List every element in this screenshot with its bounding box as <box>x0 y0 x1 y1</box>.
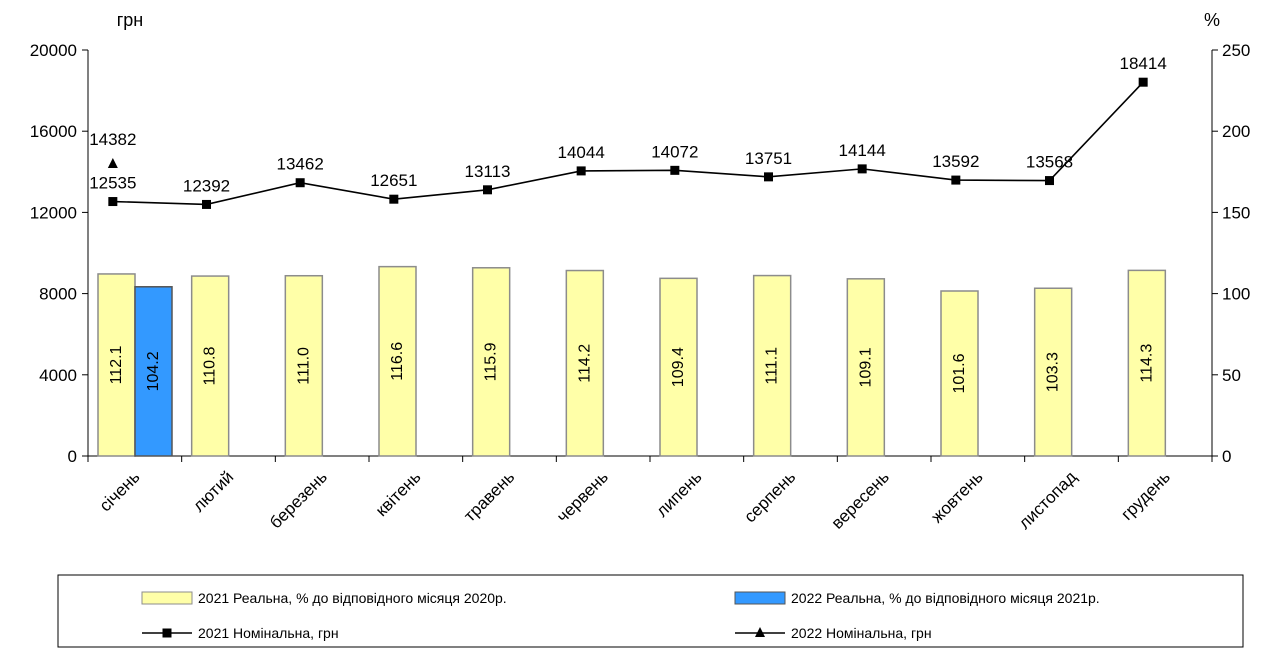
line-2021-label: 12535 <box>89 174 136 193</box>
month-label: березень <box>266 467 331 532</box>
marker-2021 <box>1045 176 1054 186</box>
legend-label: 2022 Номінальна, грн <box>791 625 932 641</box>
month-label: травень <box>460 467 518 525</box>
line-2021-label: 13462 <box>277 155 324 174</box>
legend: 2021 Реальна, % до відповідного місяця 2… <box>57 574 1244 648</box>
line-2021-label: 14044 <box>558 143 605 162</box>
right-tick-label: 250 <box>1222 41 1250 60</box>
month-label: квітень <box>372 467 425 520</box>
bar-2021 <box>471 267 511 457</box>
left-tick-label: 20000 <box>30 41 77 60</box>
marker-2021 <box>202 199 211 209</box>
line-2022-label: 14382 <box>89 130 136 149</box>
lines <box>107 77 1148 209</box>
month-label: листопад <box>1015 467 1080 532</box>
left-tick-label: 0 <box>68 447 77 466</box>
month-label: лютий <box>189 467 237 515</box>
bar-2021-label: 114.2 <box>576 344 593 383</box>
bar-2021 <box>846 278 886 457</box>
right-tick-label: 100 <box>1222 285 1250 304</box>
marker-2022 <box>107 158 118 169</box>
left-tick-label: 4000 <box>39 366 77 385</box>
marker-2021 <box>108 197 118 207</box>
marker-2021 <box>389 194 399 204</box>
line-2021 <box>112 81 1144 206</box>
legend-swatch <box>141 591 193 605</box>
month-label: липень <box>652 467 705 520</box>
bar-2021 <box>378 265 417 457</box>
right-tick-label: 150 <box>1222 203 1250 222</box>
left-tick-label: 12000 <box>30 203 77 222</box>
legend-marker <box>755 627 765 637</box>
right-tick-label: 50 <box>1222 366 1241 385</box>
bar-2021 <box>659 277 698 457</box>
legend-box <box>57 574 1244 648</box>
legend-swatch <box>734 591 786 605</box>
marker-2021 <box>670 165 680 175</box>
marker-2021 <box>764 172 773 182</box>
marker-2021 <box>857 164 867 174</box>
bar-2021-label: 110.8 <box>202 347 219 386</box>
bar-2021 <box>190 275 230 457</box>
bar-2021-label: 114.3 <box>1138 344 1155 383</box>
month-label: червень <box>553 467 612 526</box>
line-2021-label: 14144 <box>839 141 886 160</box>
left-axis-label: грн <box>117 10 144 30</box>
bar-2021-label: 109.4 <box>670 347 687 387</box>
legend-marker <box>162 628 172 638</box>
line-2021-label: 14072 <box>651 142 698 161</box>
axes: 0 4000 8000 12000 16000 20000 0 50 100 150 200 250 г… <box>30 10 1251 466</box>
month-label: жовтень <box>927 467 986 526</box>
bar-2021 <box>1033 287 1073 457</box>
line-2021-label: 13592 <box>932 152 979 171</box>
left-tick-label: 8000 <box>39 285 77 304</box>
line-2021-label: 18414 <box>1120 54 1167 73</box>
bar-2021-label: 112.1 <box>108 345 125 384</box>
bar-2022-label: 104.2 <box>145 351 162 391</box>
bar-2021 <box>1127 269 1167 457</box>
line-2021-label: 12392 <box>183 176 230 195</box>
bar-2021-label: 116.6 <box>389 342 406 381</box>
bar-2021 <box>284 274 324 457</box>
line-2021-label: 13113 <box>464 162 510 181</box>
marker-2021 <box>295 178 305 188</box>
month-label: вересень <box>828 467 893 532</box>
right-axis-label: % <box>1204 10 1220 30</box>
bars: 112.1 104.2 110.8 111.0 116.6 115.9 114.2 109.4… <box>97 265 1167 457</box>
bar-2021-label: 115.9 <box>483 342 500 381</box>
legend-label: 2021 Реальна, % до відповідного місяця 2… <box>198 590 507 606</box>
legend-label: 2021 Номінальна, грн <box>198 625 339 641</box>
right-tick-label: 200 <box>1222 122 1250 141</box>
marker-2021 <box>951 175 961 185</box>
bar-2021-label: 111.0 <box>295 347 312 385</box>
line-2021-label: 12651 <box>370 171 417 190</box>
bar-2021-label: 101.6 <box>951 353 968 393</box>
line-2021-label: 13568 <box>1026 153 1073 172</box>
bar-2021-label: 111.1 <box>764 347 781 385</box>
month-label: січень <box>96 467 144 515</box>
month-label: грудень <box>1117 467 1174 524</box>
bar-2021 <box>565 269 605 457</box>
legend-label: 2022 Реальна, % до відповідного місяця 2… <box>791 590 1100 606</box>
marker-2021 <box>1138 77 1148 87</box>
bar-2021-label: 109.1 <box>857 347 874 387</box>
right-tick-label: 0 <box>1222 447 1231 466</box>
marker-2021 <box>576 166 586 176</box>
data-labels: 12535 12392 13462 12651 13113 14044 14072 13751… <box>89 54 1167 195</box>
category-labels: січень лютий березень квітень травень червень… <box>96 467 1174 533</box>
left-tick-label: 16000 <box>30 122 77 141</box>
month-label: серпень <box>740 467 799 526</box>
bar-2021 <box>752 274 792 457</box>
bar-2021 <box>940 290 979 457</box>
marker-2021 <box>483 185 492 195</box>
line-2021-label: 13751 <box>745 149 792 168</box>
bar-2021-label: 103.3 <box>1045 352 1062 392</box>
bar-2022 <box>134 286 173 457</box>
